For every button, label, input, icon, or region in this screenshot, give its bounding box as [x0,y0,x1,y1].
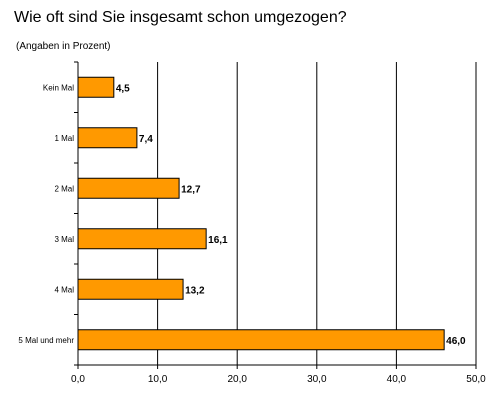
category-label: 4 Mal [54,285,74,294]
x-tick-label: 30,0 [307,374,327,385]
bar [77,278,184,300]
data-label: 12,7 [181,184,201,195]
bar [77,329,445,351]
bar [77,127,138,149]
category-label: 3 Mal [54,235,74,244]
bar [77,177,180,199]
bar [77,76,115,98]
category-label: 1 Mal [54,134,74,143]
data-label: 46,0 [446,336,466,347]
data-label: 4,5 [116,83,130,94]
x-tick-label: 20,0 [227,374,247,385]
x-tick-label: 40,0 [387,374,407,385]
x-tick-label: 10,0 [148,374,168,385]
bar [77,228,207,250]
data-label: 16,1 [208,235,228,246]
x-tick-label: 0,0 [71,374,85,385]
data-label: 13,2 [185,285,205,296]
category-label: 2 Mal [54,184,74,193]
data-label: 7,4 [139,134,153,145]
chart-subtitle: (Angaben in Prozent) [16,41,111,52]
x-tick-label: 50,0 [466,374,486,385]
chart-title: Wie oft sind Sie insgesamt schon umgezog… [14,9,347,26]
category-label: Kein Mal [43,83,74,92]
category-label: 5 Mal und mehr [18,336,74,345]
